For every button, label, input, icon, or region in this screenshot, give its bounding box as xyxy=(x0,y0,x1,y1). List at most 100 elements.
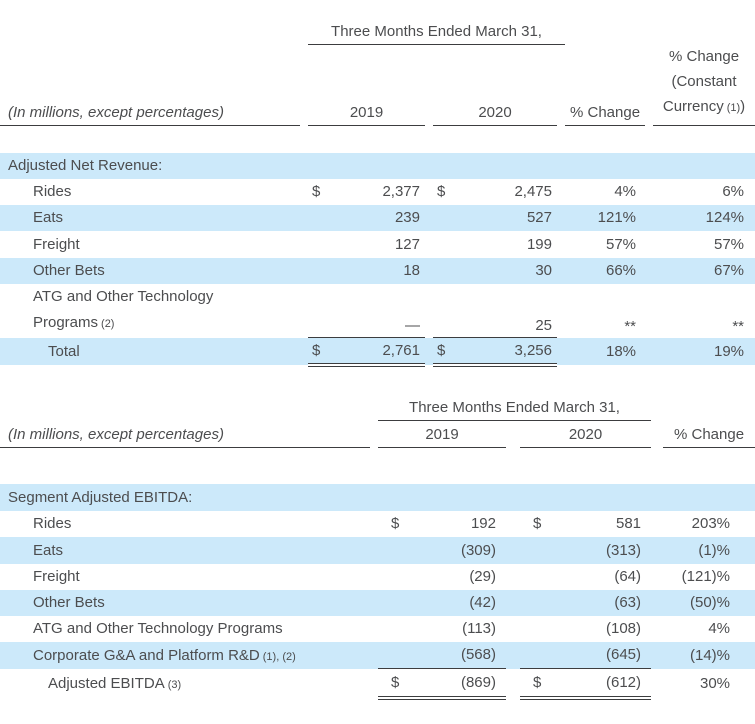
pct-change-cc: 124% xyxy=(705,209,745,226)
usd-sign-2019: $ xyxy=(391,515,400,532)
value-2020: 199 xyxy=(526,235,552,253)
usd-sign-2019: $ xyxy=(308,337,338,367)
t1-hdr-gap2 xyxy=(425,44,433,126)
row-label-line2: Programs (2) xyxy=(33,313,115,331)
value-2019: 239 xyxy=(394,209,420,226)
value-2019: 2,377 xyxy=(382,183,420,200)
t1-hdr-gap3 xyxy=(557,44,565,126)
row-label: Rides xyxy=(33,515,72,532)
pct-change: 66% xyxy=(605,262,637,279)
t2-span-spacer-right xyxy=(651,395,755,421)
t1-hdr-gap4 xyxy=(645,44,653,126)
pct-change: (1)% xyxy=(698,541,731,559)
usd-sign-2020: $ xyxy=(520,668,550,700)
value-2020: (108) xyxy=(605,620,642,637)
value-2020: (63) xyxy=(614,594,642,611)
t2-units-label: (In millions, except percentages) xyxy=(0,420,370,448)
pct-change: 4% xyxy=(708,620,731,637)
value-2019: (42) xyxy=(469,594,496,611)
pct-change: 57% xyxy=(605,235,637,253)
usd-sign-2019: $ xyxy=(312,183,321,200)
value-2019: (113) xyxy=(462,620,496,637)
t2-row-adjusted-ebitda: Adjusted EBITDA (3) $ (869) $ (612) 30% xyxy=(0,668,755,700)
t2-row-rides: Rides $ 192 $ 581 203% xyxy=(0,511,755,537)
pct-change-cc: 67% xyxy=(713,262,745,279)
t2-span-header: Three Months Ended March 31, xyxy=(378,394,652,421)
value-2020: 581 xyxy=(615,515,642,532)
pct-change: 18% xyxy=(605,342,637,360)
value-2020: 527 xyxy=(526,209,552,226)
row-label: Eats xyxy=(33,541,64,559)
t2-hdr-gap2 xyxy=(506,421,520,448)
value-2019: (568) xyxy=(408,641,506,669)
row-label: ATG and Other Technology Programs (2) xyxy=(0,284,300,338)
t1-cc-footnote: (1) xyxy=(726,102,741,114)
t2-row-corporate: Corporate G&A and Platform R&D (1), (2) (… xyxy=(0,641,755,669)
t1-span-spacer-right xyxy=(565,16,755,44)
value-2020: 30 xyxy=(535,262,552,279)
value-2019: (309) xyxy=(460,541,496,559)
value-2020: 25 xyxy=(463,283,557,338)
t2-col-2020: 2020 xyxy=(520,420,652,448)
t1-hdr-gap1 xyxy=(300,44,308,126)
pct-change: 4% xyxy=(614,183,637,200)
pct-change-cc: 57% xyxy=(713,235,745,253)
t2-gap-row xyxy=(0,448,755,484)
value-2020: (612) xyxy=(550,668,652,700)
value-2019: (869) xyxy=(408,668,506,700)
t1-cc-line1: % Change xyxy=(668,48,740,65)
t2-span-header-row: Three Months Ended March 31, xyxy=(0,394,755,421)
value-2020: (64) xyxy=(614,568,642,585)
usd-sign-2019: $ xyxy=(378,668,408,700)
footnote-marker: (2) xyxy=(101,317,115,330)
t1-section-header-row: Adjusted Net Revenue: xyxy=(0,152,755,179)
t1-span-header: Three Months Ended March 31, xyxy=(308,16,566,45)
t2-column-header-row: (In millions, except percentages) 2019 2… xyxy=(0,420,755,448)
usd-sign-2020: $ xyxy=(533,515,542,532)
t2-hdr-gap3 xyxy=(651,421,663,448)
t1-row-total: Total $ 2,761 $ 3,256 18% 19% xyxy=(0,337,755,367)
t1-row-atg: ATG and Other Technology Programs (2) — 2… xyxy=(0,283,755,338)
row-label: Corporate G&A and Platform R&D (1), (2) xyxy=(33,646,296,664)
pct-change: 203% xyxy=(691,515,731,532)
t2-row-eats: Eats (309) (313) (1)% xyxy=(0,536,755,564)
row-label: Freight xyxy=(33,568,80,585)
footnote-marker: (3) xyxy=(167,678,182,691)
row-label: Freight xyxy=(33,235,80,253)
row-label: ATG and Other Technology Programs xyxy=(33,620,283,637)
t1-col-pct-change: % Change xyxy=(565,44,646,126)
t2-col-2019: 2019 xyxy=(378,420,506,448)
pct-change: (50)% xyxy=(690,594,731,611)
t1-span-spacer xyxy=(0,16,308,44)
t1-span-header-row: Three Months Ended March 31, xyxy=(0,16,755,45)
value-2020: (313) xyxy=(605,541,642,559)
t2-section-header-row: Segment Adjusted EBITDA: xyxy=(0,483,755,511)
row-label: Rides xyxy=(33,183,72,200)
value-2019: — xyxy=(338,283,425,338)
t1-col-constant-currency: % Change (Constant Currency (1)) xyxy=(653,44,755,126)
t2-row-freight: Freight (29) (64) (121)% xyxy=(0,564,755,590)
row-label-line1: ATG and Other Technology xyxy=(33,287,214,305)
pct-change: (14)% xyxy=(690,646,731,664)
t2-span-spacer xyxy=(0,395,378,421)
value-2019: 127 xyxy=(394,235,420,253)
t1-row-eats: Eats 239 527 121% 124% xyxy=(0,204,755,231)
value-2020: 3,256 xyxy=(463,337,557,367)
row-label: Other Bets xyxy=(33,262,105,279)
pct-change-cc: 6% xyxy=(722,183,745,200)
t1-cc-line2: (Constant xyxy=(671,73,737,90)
t2-row-atg: ATG and Other Technology Programs (113) … xyxy=(0,616,755,642)
row-label: Eats xyxy=(33,209,64,226)
t1-row-other-bets: Other Bets 18 30 66% 67% xyxy=(0,257,755,284)
pct-change: ** xyxy=(624,317,637,335)
segment-adjusted-ebitda-table: Three Months Ended March 31, (In million… xyxy=(0,394,755,700)
t1-col-2019: 2019 xyxy=(308,44,425,126)
pct-change: 121% xyxy=(597,209,637,226)
pct-change: (121)% xyxy=(681,568,731,585)
usd-sign-2020: $ xyxy=(433,337,463,367)
row-label: Adjusted EBITDA (3) xyxy=(48,674,182,692)
t1-column-header-row: (In millions, except percentages) 2019 2… xyxy=(0,44,755,126)
usd-sign-2020: $ xyxy=(437,183,446,200)
pct-change-cc: ** xyxy=(732,317,745,335)
